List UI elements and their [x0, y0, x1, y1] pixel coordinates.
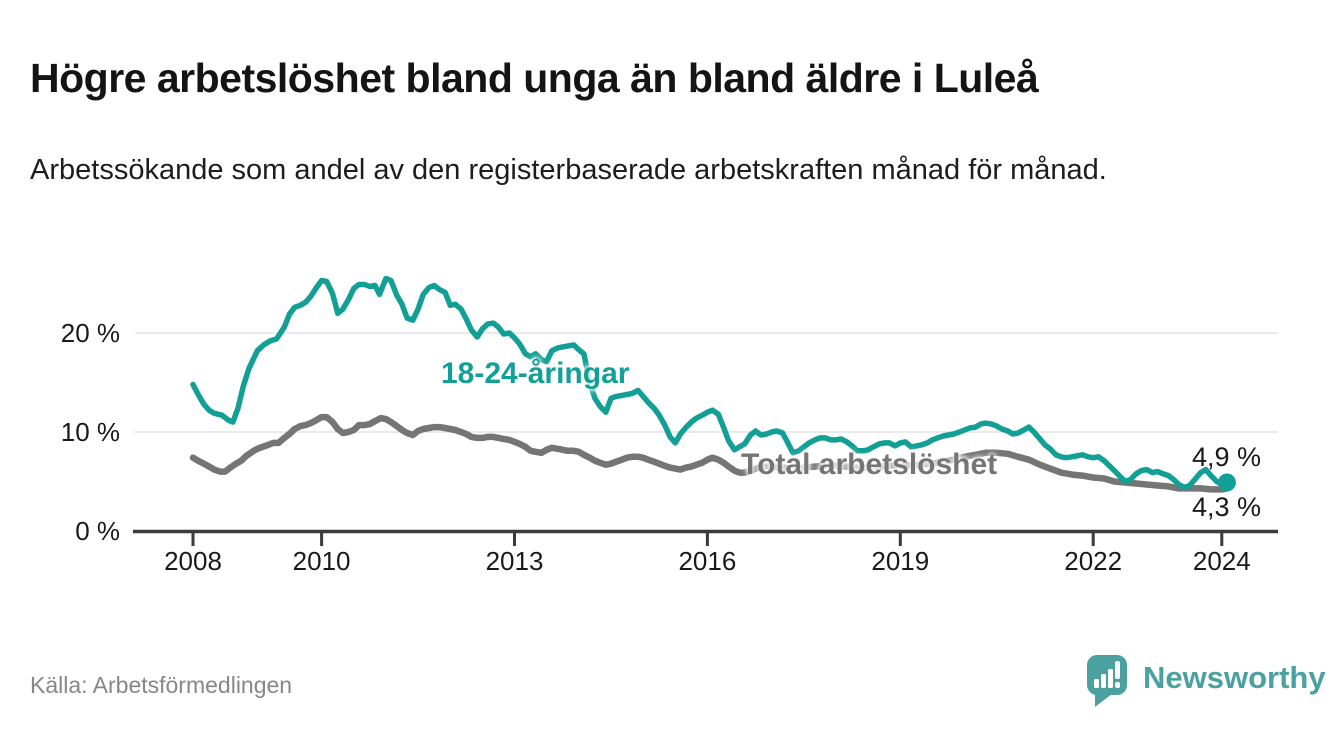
x-tick-label: 2019 [871, 546, 930, 576]
y-tick-label: 10 % [60, 417, 120, 447]
newsworthy-logo-icon [1087, 655, 1127, 707]
y-tick-label: 0 % [75, 516, 120, 546]
x-tick-label: 2010 [292, 546, 351, 576]
series-end-dot [1217, 473, 1236, 492]
series-label-total: Total arbetslöshet [741, 448, 998, 481]
page-title: Högre arbetslöshet bland unga än bland ä… [30, 55, 1039, 102]
x-tick-label: 2013 [485, 546, 544, 576]
x-tick-label: 2016 [678, 546, 737, 576]
x-tick-label: 2008 [164, 546, 222, 576]
x-tick-label: 2024 [1192, 546, 1251, 576]
x-tick-label: 2022 [1064, 546, 1123, 576]
series-line-18-24 [190, 275, 1230, 491]
end-value-label-total: 4,3 % [1192, 492, 1262, 522]
line-chart [133, 275, 1278, 546]
end-value-label-18-24: 4,9 % [1192, 442, 1262, 472]
newsworthy-logo-text: Newsworthy [1143, 660, 1326, 695]
newsworthy-logo: Newsworthy [1085, 653, 1326, 711]
series-label-18-24: 18-24-åringar [441, 357, 630, 390]
source-attribution: Källa: Arbetsförmedlingen [30, 672, 293, 698]
chart-subtitle: Arbetssökande som andel av den registerb… [30, 154, 1107, 186]
series-line-total [189, 413, 1231, 493]
y-tick-label: 20 % [60, 318, 120, 348]
